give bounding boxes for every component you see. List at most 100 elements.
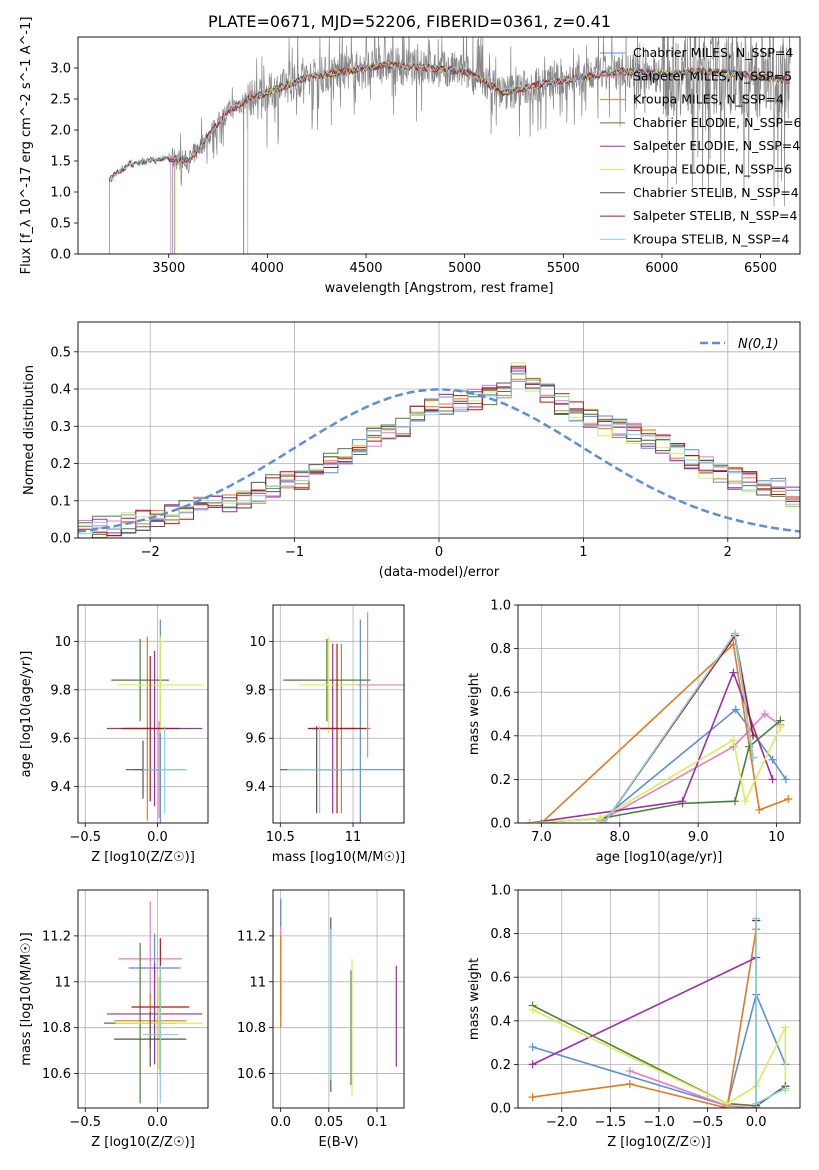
x-tick-label: −1.0 xyxy=(643,1115,675,1130)
x-axis-label: mass [log10(M/M☉)] xyxy=(272,850,405,865)
legend-entry: Kroupa ELODIE, N_SSP=6 xyxy=(633,162,792,177)
axes-frame xyxy=(517,889,801,1109)
x-tick-label: 0.1 xyxy=(367,1115,388,1130)
weight-marker xyxy=(752,914,761,923)
axes-frame xyxy=(272,604,405,824)
axes-frame xyxy=(77,889,209,1109)
weight-marker xyxy=(625,1066,634,1075)
y-tick-label: 3.0 xyxy=(50,62,71,77)
weight-marker xyxy=(723,1099,732,1108)
legend-entry: Chabrier ELODIE, N_SSP=6 xyxy=(633,115,802,130)
x-tick-label: 9.0 xyxy=(688,830,709,845)
weight-line-kroupa_miles xyxy=(540,642,789,823)
x-tick-label: −0.5 xyxy=(69,1115,101,1130)
normal-curve xyxy=(78,388,800,533)
y-tick-label: 11.2 xyxy=(42,929,71,944)
y-tick-label: 0.4 xyxy=(50,383,71,398)
panel-residuals: −2 −1 0 1 2 0.0 0.1 0.2 0.3 0.4 0.5 (data-model)/er… xyxy=(22,321,801,580)
panel-mass_vs_Z: −0.5 0.0 10.6 10.8 11 11.2 Z [log10(Z/Z☉)] mass… xyxy=(19,889,209,1150)
y-axis-label: mass [log10(M/M☉)] xyxy=(19,932,34,1065)
y-axis-label: Flux [f_λ 10^-17 erg cm^-2 s^-1 A^-1] xyxy=(19,17,34,275)
y-tick-label: 0.0 xyxy=(490,817,511,832)
weight-marker xyxy=(528,1060,537,1069)
x-axis-label: Z [log10(Z/Z☉)] xyxy=(607,1135,711,1150)
x-tick-label: −2.0 xyxy=(546,1115,578,1130)
panel-weight_vs_Z: −2.0 −1.5 −1.0 −0.5 0.0 0.0 0.2 0.4 0.6 0.8 1.0 Z [… xyxy=(467,884,801,1150)
y-tick-label: 10.8 xyxy=(237,1021,266,1036)
x-tick-label: 11 xyxy=(345,830,362,845)
y-tick-label: 9.6 xyxy=(245,732,266,747)
x-axis-label: Z [log10(Z/Z☉)] xyxy=(91,850,195,865)
x-tick-label: −2 xyxy=(141,545,160,560)
legend-entry: Kroupa MILES, N_SSP=4 xyxy=(633,92,784,107)
x-tick-label: 0 xyxy=(435,545,443,560)
weight-marker xyxy=(528,1005,537,1014)
weight-marker xyxy=(752,1099,761,1108)
weight-marker xyxy=(525,819,534,823)
y-tick-label: 2.0 xyxy=(50,124,71,139)
y-tick-label: 10.6 xyxy=(42,1067,71,1082)
legend-entry: Salpeter STELIB, N_SSP=4 xyxy=(633,208,798,223)
weight-marker xyxy=(730,629,739,638)
weight-line-kroupa_miles xyxy=(532,929,757,1108)
axes-frame xyxy=(517,604,801,824)
legend-entry: Salpeter ELODIE, N_SSP=4 xyxy=(633,138,800,153)
weight-marker xyxy=(741,797,750,806)
x-tick-label: 6500 xyxy=(744,261,777,276)
y-tick-label: 0.0 xyxy=(50,248,71,263)
x-tick-label: 5500 xyxy=(547,261,580,276)
y-tick-label: 1.0 xyxy=(490,884,511,899)
y-tick-label: 9.8 xyxy=(245,683,266,698)
x-tick-label: 7.0 xyxy=(531,830,552,845)
plot-area xyxy=(104,901,203,1104)
x-tick-label: −1 xyxy=(285,545,304,560)
plot-area xyxy=(106,619,204,823)
y-tick-label: 0.6 xyxy=(490,971,511,986)
y-tick-label: 0.2 xyxy=(490,1058,511,1073)
weight-marker xyxy=(784,795,793,804)
weight-marker xyxy=(781,1023,790,1032)
weight-line-chabrier_miles xyxy=(599,708,787,822)
x-tick-label: 4000 xyxy=(251,261,284,276)
weight-marker xyxy=(730,797,739,806)
x-tick-label: 0.0 xyxy=(746,1115,767,1130)
observed-spectrum-line xyxy=(109,37,791,254)
y-tick-label: 10 xyxy=(54,635,71,650)
spectrum-legend: Chabrier MILES, N_SSP=4 Salpeter MILES, N… xyxy=(600,45,802,246)
legend-entry: Kroupa STELIB, N_SSP=4 xyxy=(633,231,789,246)
y-tick-label: 1.5 xyxy=(50,155,71,170)
weight-marker xyxy=(749,753,757,762)
x-axis-label: wavelength [Angstrom, rest frame] xyxy=(325,281,554,296)
panel-mass_vs_ebv: 0.0 0.05 0.1 10.6 10.8 11 11.2 E(B-V) xyxy=(237,889,405,1150)
model-spectrum-kroupa_stelib xyxy=(109,62,790,254)
x-tick-label: 1 xyxy=(579,545,587,560)
y-axis-label: mass weight xyxy=(467,673,482,755)
x-tick-label: 4500 xyxy=(349,261,382,276)
legend-entry: Chabrier MILES, N_SSP=4 xyxy=(633,45,793,60)
y-tick-label: 0.2 xyxy=(50,457,71,472)
x-tick-label: 2 xyxy=(724,545,732,560)
y-tick-label: 11.2 xyxy=(237,929,266,944)
axes-frame xyxy=(77,321,801,539)
y-tick-label: 0.2 xyxy=(490,773,511,788)
y-tick-label: 0.6 xyxy=(490,686,511,701)
axes-frame xyxy=(272,889,405,1109)
weight-marker xyxy=(776,723,785,732)
x-tick-label: 0.05 xyxy=(314,1115,343,1130)
y-tick-label: 2.5 xyxy=(50,93,71,108)
weight-line-chabrier_miles xyxy=(532,992,787,1107)
panel-age_vs_mass: 10.5 11 9.4 9.6 9.8 10 mass [log10(M/M☉)] xyxy=(245,604,405,865)
y-tick-label: 9.4 xyxy=(50,780,71,795)
y-tick-label: 11 xyxy=(54,975,71,990)
y-tick-label: 0.1 xyxy=(50,494,71,509)
x-axis-label: E(B-V) xyxy=(318,1135,358,1150)
y-tick-label: 0.0 xyxy=(50,532,71,547)
y-tick-label: 10.8 xyxy=(42,1021,71,1036)
y-tick-label: 9.6 xyxy=(50,732,71,747)
weight-line-salpeter_elodie xyxy=(532,956,757,1066)
weight-marker xyxy=(729,736,738,745)
panel-age_vs_Z: −0.5 0.0 9.4 9.6 9.8 10 Z [log10(Z/Z☉)] age [lo… xyxy=(19,604,209,865)
y-axis-label: age [log10(age/yr)] xyxy=(19,651,34,778)
plot-area xyxy=(280,612,404,823)
